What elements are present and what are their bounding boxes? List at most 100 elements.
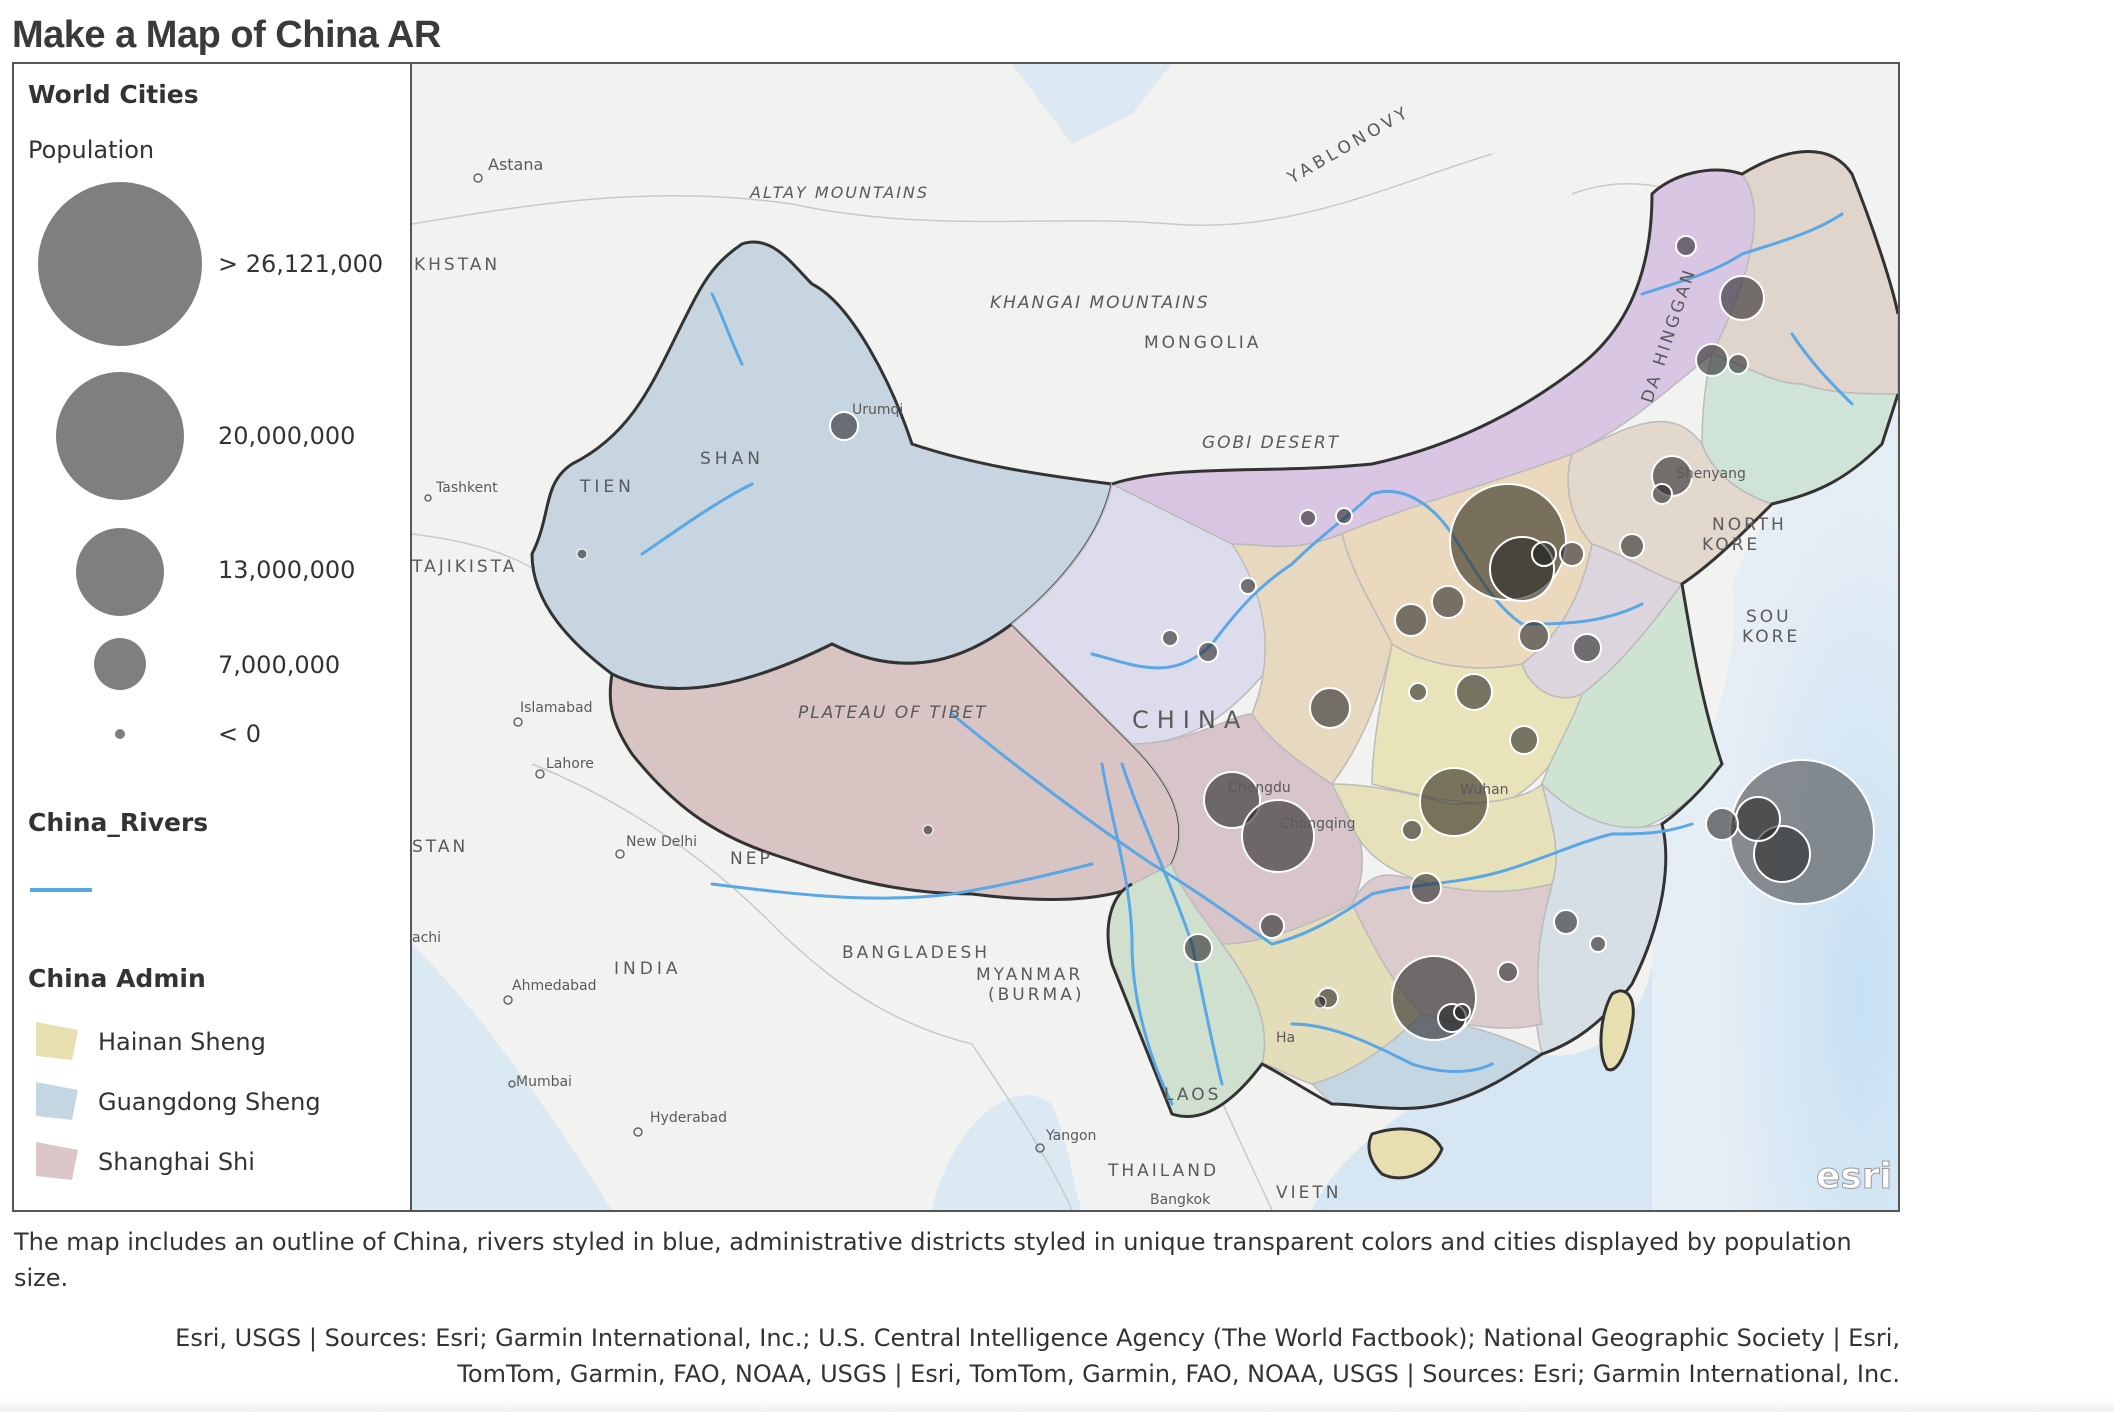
basemap-arabian-sea (412, 944, 612, 1210)
city-qingdao[interactable] (1572, 633, 1602, 663)
city-changsha[interactable] (1401, 819, 1423, 841)
city-xuzhou[interactable] (1518, 620, 1550, 652)
label-lahore: Lahore (546, 756, 594, 772)
label-south: SOU (1746, 607, 1792, 627)
label-mongolia: MONGOLIA (1144, 333, 1261, 353)
legend-item-guangdong: Guangdong Sheng (98, 1088, 321, 1116)
city-tangshan[interactable] (1531, 541, 1557, 567)
label-myanmar: MYANMAR (976, 965, 1083, 985)
legend-item-shanghai: Shanghai Shi (98, 1148, 255, 1176)
city-jinan[interactable] (1455, 673, 1493, 711)
attribution-line-2: TomTom, Garmin, FAO, NOAA, USGS | Esri, … (457, 1360, 1900, 1388)
label-hyderabad: Hyderabad (650, 1110, 727, 1126)
river-tarim (640, 482, 754, 556)
label-tajikista: TAJIKISTA (412, 557, 517, 577)
river-irtysh (710, 292, 744, 366)
river-yangtze (950, 712, 1694, 946)
label-india: INDIA (614, 959, 681, 979)
city-kashgar[interactable] (576, 548, 588, 560)
legend-symbol-class-5 (115, 729, 125, 739)
label-islamabad: Islamabad (520, 700, 592, 716)
city-hohhot[interactable] (1335, 507, 1353, 525)
city-xiamen[interactable] (1497, 961, 1519, 983)
label-khstan: KHSTAN (414, 255, 500, 275)
label-bangkok: Bangkok (1150, 1192, 1211, 1208)
label-urumqi: Urumqi (852, 402, 903, 418)
label-yangon: Yangon (1045, 1128, 1096, 1144)
city-fuzhou[interactable] (1553, 909, 1579, 935)
china-admin-layer (530, 150, 1898, 1180)
label-karachi: achi (412, 930, 441, 946)
legend-swatch-hainan (36, 1022, 78, 1060)
astana-marker (473, 173, 483, 183)
city-xian[interactable] (1309, 687, 1351, 729)
city-urumqi[interactable] (829, 411, 859, 441)
city-shanghai-inner[interactable] (1753, 825, 1811, 883)
province-shaanxi[interactable] (1230, 532, 1393, 786)
city-changchun[interactable] (1695, 343, 1729, 377)
label-tashkent: Tashkent (435, 480, 498, 496)
legend-class-5-label: < 0 (218, 720, 262, 748)
city-qiqihar[interactable] (1675, 235, 1697, 257)
basemap-bay-of-bengal (932, 1095, 1082, 1210)
city-taiyuan[interactable] (1394, 603, 1428, 637)
tashkent-marker (424, 494, 432, 502)
legend-symbol-class-1 (38, 182, 202, 346)
city-dongguan[interactable] (1453, 1003, 1471, 1021)
city-guiyang[interactable] (1259, 913, 1285, 939)
legend-panel: World Cities Population > 26,121,000 20,… (14, 64, 412, 1210)
city-harbin[interactable] (1719, 275, 1765, 321)
label-skorea: KORE (1742, 627, 1800, 647)
city-liuzhou[interactable] (1313, 995, 1327, 1009)
city-xining[interactable] (1161, 629, 1179, 647)
city-suzhou[interactable] (1735, 796, 1781, 842)
legend-swatch-shanghai (36, 1142, 78, 1180)
china-outline-coast (1106, 393, 1898, 1119)
newdelhi-marker (615, 849, 625, 859)
map-caption: The map includes an outline of China, ri… (14, 1228, 1852, 1292)
label-shan: SHAN (700, 449, 764, 469)
label-nepal: NEP (730, 849, 773, 869)
city-nanchang[interactable] (1410, 872, 1442, 904)
city-lanzhou[interactable] (1197, 641, 1219, 663)
legend-item-hainan: Hainan Sheng (98, 1028, 266, 1056)
label-plateau: PLATEAU OF TIBET (798, 703, 987, 723)
city-shijiazhuang[interactable] (1431, 585, 1465, 619)
city-dalian[interactable] (1559, 541, 1585, 567)
label-ahmedabad: Ahmedabad (512, 978, 597, 994)
city-wuhan[interactable] (1419, 767, 1489, 837)
city-zhengzhou[interactable] (1509, 725, 1539, 755)
city-luoyang[interactable] (1408, 682, 1428, 702)
legend-class-1-label: > 26,121,000 (218, 250, 384, 278)
city-kunming[interactable] (1183, 933, 1213, 963)
legend-symbol-class-4 (94, 638, 146, 690)
basemap-lake (1012, 64, 1172, 144)
city-wenzhou[interactable] (1589, 935, 1607, 953)
city-lhasa[interactable] (922, 824, 934, 836)
river-yarlung (710, 862, 1094, 900)
city-yinchuan[interactable] (1239, 577, 1257, 595)
city-chengdu[interactable] (1203, 771, 1261, 829)
legend-river-line (30, 888, 92, 892)
label-wuhan: Wuhan (1460, 782, 1509, 798)
city-anshan[interactable] (1651, 483, 1673, 505)
label-newdelhi: New Delhi (626, 834, 697, 850)
legend-swatch-guangdong (36, 1082, 78, 1120)
city-baotou[interactable] (1299, 509, 1317, 527)
label-burma: (BURMA) (988, 985, 1084, 1005)
map-canvas[interactable]: Astana ALTAY MOUNTAINS YABLONOVY KHSTAN … (412, 64, 1898, 1210)
taiwan-island[interactable] (1599, 989, 1635, 1072)
river-amur (1640, 212, 1844, 296)
province-henan[interactable] (1371, 642, 1584, 805)
map-view[interactable]: Astana ALTAY MOUNTAINS YABLONOVY KHSTAN … (412, 64, 1898, 1210)
city-jilin[interactable] (1727, 353, 1749, 375)
label-tien: TIEN (579, 477, 635, 497)
province-hainan[interactable] (1367, 1127, 1444, 1180)
city-yingkou[interactable] (1619, 533, 1645, 559)
city-nanjing[interactable] (1705, 807, 1739, 841)
city-chongqing[interactable] (1241, 799, 1315, 873)
lahore-marker (535, 769, 545, 779)
world-cities-layer[interactable] (576, 235, 1875, 1041)
basemap-labels: Astana ALTAY MOUNTAINS YABLONOVY KHSTAN … (412, 102, 1800, 1208)
label-hanoi: Ha (1276, 1030, 1295, 1046)
